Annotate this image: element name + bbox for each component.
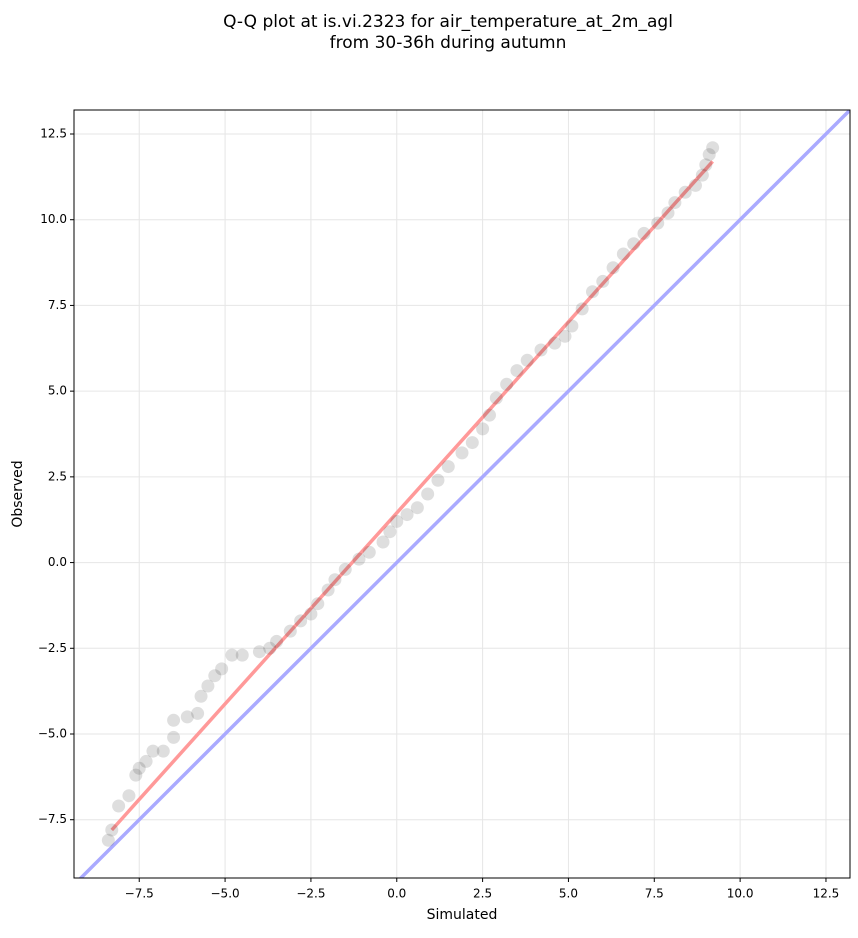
point bbox=[191, 706, 205, 720]
point bbox=[352, 552, 366, 566]
point bbox=[706, 141, 720, 155]
point bbox=[482, 408, 496, 422]
point bbox=[235, 648, 249, 662]
point bbox=[465, 436, 479, 450]
point bbox=[455, 446, 469, 460]
x-tick-label: −7.5 bbox=[125, 887, 154, 901]
plot-area bbox=[78, 110, 850, 878]
point bbox=[410, 501, 424, 515]
point bbox=[383, 525, 397, 539]
x-tick-label: −2.5 bbox=[296, 887, 325, 901]
point bbox=[263, 641, 277, 655]
line bbox=[78, 110, 850, 878]
point bbox=[702, 148, 716, 162]
chart-title: Q-Q plot at is.vi.2323 for air_temperatu… bbox=[223, 12, 673, 32]
point bbox=[105, 823, 119, 837]
y-tick-label: 12.5 bbox=[40, 127, 67, 141]
point bbox=[156, 744, 170, 758]
line bbox=[110, 160, 714, 832]
y-tick-label: 10.0 bbox=[40, 212, 67, 226]
point bbox=[215, 662, 229, 676]
point bbox=[699, 158, 713, 172]
point bbox=[208, 669, 222, 683]
point bbox=[421, 487, 435, 501]
point bbox=[500, 377, 514, 391]
point bbox=[304, 607, 318, 621]
point bbox=[489, 391, 503, 405]
point bbox=[558, 329, 572, 343]
point bbox=[596, 274, 610, 288]
point bbox=[225, 648, 239, 662]
point bbox=[534, 343, 548, 357]
y-tick-label: −2.5 bbox=[38, 641, 67, 655]
point bbox=[321, 583, 335, 597]
x-tick-label: −5.0 bbox=[211, 887, 240, 901]
y-tick-label: 5.0 bbox=[48, 384, 67, 398]
point bbox=[328, 573, 342, 587]
point bbox=[548, 336, 562, 350]
y-axis-label: Observed bbox=[10, 460, 26, 527]
x-tick-label: 7.5 bbox=[645, 887, 664, 901]
point bbox=[695, 168, 709, 182]
point bbox=[678, 185, 692, 199]
point bbox=[476, 422, 490, 436]
point bbox=[510, 364, 524, 378]
point bbox=[270, 634, 284, 648]
chart-title: from 30-36h during autumn bbox=[330, 33, 567, 53]
point bbox=[129, 768, 143, 782]
point bbox=[400, 508, 414, 522]
x-tick-label: 5.0 bbox=[559, 887, 578, 901]
point bbox=[637, 226, 651, 240]
point bbox=[376, 535, 390, 549]
point bbox=[201, 679, 215, 693]
point bbox=[661, 206, 675, 220]
point bbox=[616, 247, 630, 261]
point bbox=[651, 216, 665, 230]
point bbox=[283, 624, 297, 638]
point bbox=[194, 689, 208, 703]
point bbox=[252, 645, 266, 659]
y-tick-label: −7.5 bbox=[38, 812, 67, 826]
point bbox=[146, 744, 160, 758]
point bbox=[565, 319, 579, 333]
point bbox=[431, 473, 445, 487]
y-tick-label: 2.5 bbox=[48, 469, 67, 483]
point bbox=[688, 178, 702, 192]
point bbox=[101, 833, 115, 847]
point bbox=[441, 460, 455, 474]
point bbox=[627, 237, 641, 251]
point bbox=[520, 353, 534, 367]
point bbox=[139, 754, 153, 768]
plot-frame bbox=[73, 109, 851, 879]
point bbox=[668, 196, 682, 210]
point bbox=[180, 710, 194, 724]
point bbox=[338, 562, 352, 576]
x-tick-label: 10.0 bbox=[727, 887, 754, 901]
y-tick-label: 7.5 bbox=[48, 298, 67, 312]
y-tick-label: −5.0 bbox=[38, 727, 67, 741]
point bbox=[362, 545, 376, 559]
x-tick-label: 0.0 bbox=[387, 887, 406, 901]
x-tick-label: 2.5 bbox=[473, 887, 492, 901]
point bbox=[167, 730, 181, 744]
point bbox=[390, 514, 404, 528]
point bbox=[575, 302, 589, 316]
point bbox=[132, 761, 146, 775]
point bbox=[112, 799, 126, 813]
point bbox=[167, 713, 181, 727]
x-tick-label: 12.5 bbox=[813, 887, 840, 901]
point bbox=[311, 597, 325, 611]
point bbox=[122, 789, 136, 803]
x-axis-label: Simulated bbox=[427, 907, 498, 923]
y-tick-label: 0.0 bbox=[48, 555, 67, 569]
point bbox=[294, 614, 308, 628]
point bbox=[585, 285, 599, 299]
point bbox=[606, 261, 620, 275]
